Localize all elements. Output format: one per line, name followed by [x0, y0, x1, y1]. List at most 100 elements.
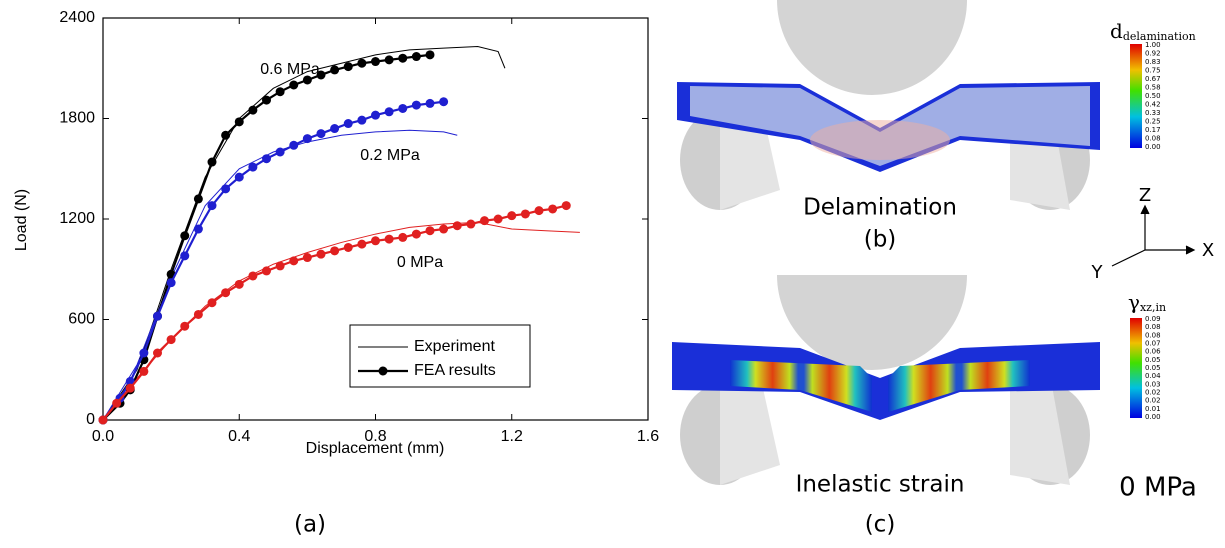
legend-label: Experiment	[414, 338, 495, 355]
x-axis-label: Displacement (mm)	[306, 440, 445, 457]
fea-marker	[303, 134, 312, 143]
fea-marker	[139, 367, 148, 376]
panel-label: (c)	[865, 512, 896, 538]
fea-marker	[371, 111, 380, 120]
fea-marker	[357, 59, 366, 68]
fea-marker	[194, 310, 203, 319]
fea-marker	[426, 226, 435, 235]
colorbar-subscript: xz,in	[1140, 301, 1166, 314]
x-tick-label: 0.4	[228, 428, 250, 445]
fea-marker	[344, 243, 353, 252]
y-axis-label: Load (N)	[13, 189, 30, 251]
fea-marker	[180, 251, 189, 260]
fea-marker	[248, 106, 257, 115]
fea-marker	[221, 184, 230, 193]
fea-marker	[535, 206, 544, 215]
fea-marker	[426, 50, 435, 59]
fea-marker	[371, 236, 380, 245]
colorbar-tick-label: 0.33	[1145, 109, 1161, 117]
fea-marker	[439, 225, 448, 234]
fea-marker	[262, 266, 271, 275]
fea-marker	[289, 256, 298, 265]
fea-marker	[208, 298, 217, 307]
fea-marker	[112, 399, 121, 408]
fea-marker	[330, 65, 339, 74]
colorbar-tick-label: 0.67	[1145, 75, 1161, 83]
fea-marker	[289, 141, 298, 150]
fea-marker	[453, 221, 462, 230]
fea-marker	[235, 280, 244, 289]
panel-caption: Inelastic strain	[796, 472, 965, 498]
colorbar-symbol: γ	[1128, 290, 1140, 314]
colorbar-tick-label: 1.00	[1145, 41, 1161, 49]
colorbar-tick-label: 0.58	[1145, 84, 1161, 92]
fea-marker	[385, 107, 394, 116]
colorbar-tick-label: 0.03	[1145, 380, 1161, 388]
fea-marker	[398, 233, 407, 242]
fea-marker	[330, 124, 339, 133]
fea-marker	[221, 131, 230, 140]
colorbar-ticks: 1.000.920.830.750.670.580.500.420.330.25…	[1145, 41, 1161, 151]
fea-marker	[480, 216, 489, 225]
colorbar-tick-label: 0.00	[1145, 413, 1161, 421]
colorbar-tick-label: 0.17	[1145, 126, 1161, 134]
fea-marker	[371, 57, 380, 66]
y-tick-label: 0	[86, 411, 95, 428]
fea-marker	[276, 148, 285, 157]
fea-marker	[562, 201, 571, 210]
fea-marker	[357, 116, 366, 125]
colorbar-ticks: 0.090.080.080.070.060.050.050.040.030.02…	[1145, 315, 1161, 421]
colorbar-title: ddelamination	[1110, 19, 1196, 44]
colorbar-tick-label: 0.01	[1145, 405, 1161, 413]
fea-marker	[262, 154, 271, 163]
fea-marker	[398, 54, 407, 63]
experiment-line	[103, 222, 580, 420]
fea-marker	[439, 97, 448, 106]
y-tick-label: 1800	[59, 110, 95, 127]
fea-marker	[248, 271, 257, 280]
colorbar	[1130, 318, 1142, 418]
y-tick-label: 1200	[59, 210, 95, 227]
fea-marker	[276, 87, 285, 96]
colorbar-tick-label: 0.42	[1145, 101, 1161, 109]
colorbar-tick-label: 0.75	[1145, 67, 1161, 75]
fea-marker	[385, 235, 394, 244]
colorbar-symbol: d	[1110, 19, 1123, 43]
x-tick-label: 0.0	[92, 428, 114, 445]
colorbar-tick-label: 0.50	[1145, 92, 1161, 100]
y-tick-label: 600	[68, 311, 95, 328]
fea-marker	[262, 96, 271, 105]
axis-x: X	[1202, 240, 1214, 261]
legend-label: FEA results	[414, 362, 496, 379]
fea-marker	[289, 81, 298, 90]
fea-marker	[507, 211, 516, 220]
fea-marker	[221, 288, 230, 297]
colorbar-tick-label: 0.08	[1145, 135, 1161, 143]
fea-marker	[276, 261, 285, 270]
fea-marker	[194, 225, 203, 234]
colorbar-tick-label: 0.02	[1145, 389, 1161, 397]
fea-marker	[412, 52, 421, 61]
colorbar-title: γxz,in	[1128, 290, 1166, 315]
fea-marker	[385, 55, 394, 64]
fea-marker	[153, 349, 162, 358]
strain-model	[672, 275, 1100, 485]
colorbar-tick-label: 0.04	[1145, 372, 1161, 380]
fea-marker	[548, 204, 557, 213]
fea-marker	[317, 129, 326, 138]
fea-marker	[208, 201, 217, 210]
fea-marker	[167, 278, 176, 287]
colorbar-tick-label: 0.05	[1145, 356, 1161, 364]
fea-marker	[344, 62, 353, 71]
delamination-model	[677, 0, 1100, 210]
fea-marker	[235, 117, 244, 126]
colorbar-tick-label: 0.02	[1145, 397, 1161, 405]
fea-marker	[99, 416, 108, 425]
colorbar-tick-label: 0.92	[1145, 50, 1161, 58]
panel-caption: Delamination	[803, 195, 957, 221]
figure: 0.00.40.81.21.606001200180024000.6 MPa0.…	[0, 0, 1225, 548]
fea-marker	[398, 104, 407, 113]
fea-marker	[494, 215, 503, 224]
colorbar-tick-label: 0.05	[1145, 364, 1161, 372]
colorbar-tick-label: 0.08	[1145, 331, 1161, 339]
